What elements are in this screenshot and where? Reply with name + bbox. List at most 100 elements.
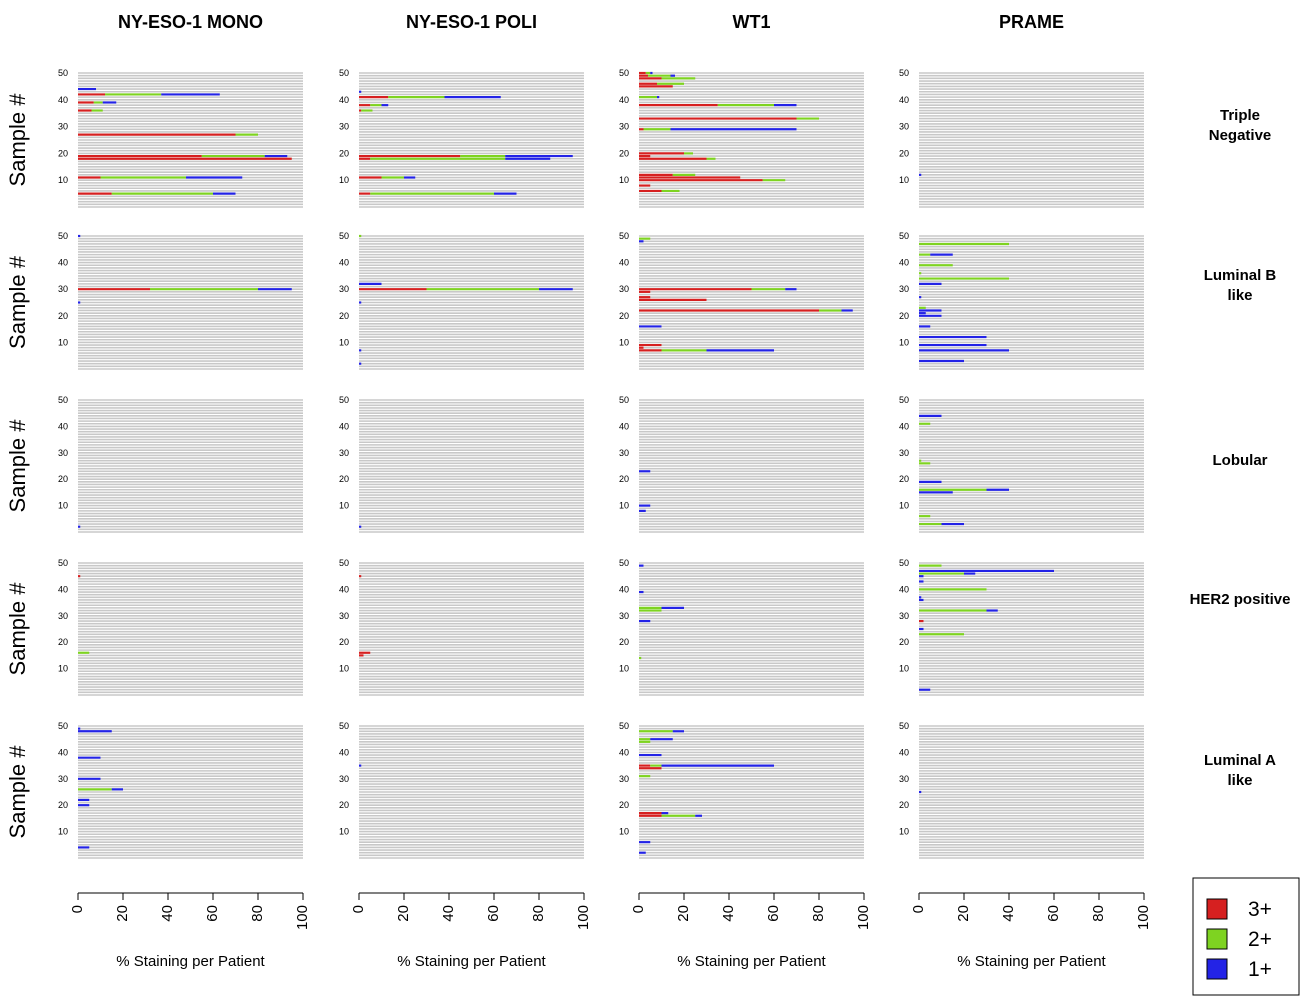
y-tick-label: 30	[58, 774, 68, 784]
y-tick-label: 30	[619, 611, 629, 621]
legend-swatch-1	[1206, 928, 1228, 950]
x-tick-label: 80	[1090, 905, 1107, 922]
row-label-4-0: Luminal A	[1204, 752, 1276, 769]
y-tick-label: 50	[619, 231, 629, 241]
y-tick-label: 30	[339, 611, 349, 621]
y-tick-label: 10	[58, 175, 68, 185]
y-tick-label: 20	[58, 311, 68, 321]
y-tick-label: 50	[58, 231, 68, 241]
y-tick-label: 10	[58, 337, 68, 347]
x-tick-label: 100	[294, 905, 311, 930]
y-tick-label: 40	[58, 258, 68, 268]
y-tick-label: 20	[339, 148, 349, 158]
y-tick-label: 20	[619, 800, 629, 810]
y-tick-label: 50	[339, 231, 349, 241]
y-tick-label: 40	[58, 421, 68, 431]
legend-swatch-2	[1206, 958, 1228, 980]
y-tick-label: 40	[619, 584, 629, 594]
y-tick-label: 50	[899, 68, 909, 78]
y-tick-label: 20	[339, 311, 349, 321]
y-tick-label: 40	[58, 584, 68, 594]
y-tick-label: 50	[619, 68, 629, 78]
y-tick-label: 50	[899, 395, 909, 405]
y-tick-label: 20	[339, 800, 349, 810]
y-tick-label: 10	[58, 827, 68, 837]
y-tick-label: 20	[339, 637, 349, 647]
y-tick-label: 30	[619, 284, 629, 294]
y-tick-label: 20	[619, 148, 629, 158]
y-tick-label: 40	[58, 95, 68, 105]
x-tick-label: 0	[350, 905, 367, 913]
legend-label-2: 1+	[1248, 958, 1272, 981]
y-tick-label: 20	[619, 311, 629, 321]
y-tick-label: 50	[58, 558, 68, 568]
x-tick-label: 60	[765, 905, 782, 922]
y-tick-label: 50	[899, 721, 909, 731]
x-tick-label: 40	[159, 905, 176, 922]
y-tick-label: 30	[899, 774, 909, 784]
y-axis-title-2: Sample #	[5, 419, 30, 513]
x-axis-title-1: % Staining per Patient	[397, 953, 546, 970]
y-tick-label: 40	[899, 95, 909, 105]
x-tick-label: 0	[910, 905, 927, 913]
x-tick-label: 20	[675, 905, 692, 922]
y-tick-label: 30	[899, 448, 909, 458]
row-label-1-1: like	[1227, 287, 1252, 304]
x-tick-label: 40	[1000, 905, 1017, 922]
x-tick-label: 60	[1045, 905, 1062, 922]
y-tick-label: 20	[619, 637, 629, 647]
y-tick-label: 50	[339, 721, 349, 731]
y-tick-label: 30	[899, 611, 909, 621]
legend-swatch-0	[1206, 898, 1228, 920]
y-tick-label: 10	[339, 501, 349, 511]
y-tick-label: 10	[899, 827, 909, 837]
y-tick-label: 40	[619, 747, 629, 757]
y-tick-label: 30	[58, 122, 68, 132]
y-tick-label: 10	[339, 337, 349, 347]
y-tick-label: 10	[619, 501, 629, 511]
row-label-0-0: Triple	[1220, 107, 1260, 124]
y-tick-label: 20	[58, 800, 68, 810]
row-label-4-1: like	[1227, 772, 1252, 789]
y-tick-label: 20	[899, 148, 909, 158]
x-tick-label: 80	[530, 905, 547, 922]
y-tick-label: 40	[339, 747, 349, 757]
y-tick-label: 50	[339, 395, 349, 405]
y-tick-label: 30	[899, 122, 909, 132]
y-tick-label: 10	[58, 501, 68, 511]
y-tick-label: 30	[619, 774, 629, 784]
y-tick-label: 50	[619, 395, 629, 405]
x-axis-title-3: % Staining per Patient	[957, 953, 1106, 970]
y-tick-label: 20	[58, 474, 68, 484]
y-tick-label: 40	[339, 258, 349, 268]
y-tick-label: 10	[899, 337, 909, 347]
y-tick-label: 50	[58, 68, 68, 78]
y-tick-label: 10	[619, 337, 629, 347]
x-tick-label: 100	[855, 905, 872, 930]
row-label-0-1: Negative	[1209, 127, 1272, 144]
y-tick-label: 20	[899, 800, 909, 810]
y-tick-label: 10	[899, 501, 909, 511]
y-tick-label: 40	[339, 421, 349, 431]
y-tick-label: 40	[899, 747, 909, 757]
x-tick-label: 40	[720, 905, 737, 922]
y-tick-label: 30	[339, 448, 349, 458]
y-tick-label: 20	[58, 148, 68, 158]
row-label-2-0: Lobular	[1213, 452, 1268, 469]
y-tick-label: 30	[58, 448, 68, 458]
y-tick-label: 40	[619, 95, 629, 105]
y-tick-label: 50	[58, 395, 68, 405]
y-tick-label: 20	[339, 474, 349, 484]
y-tick-label: 40	[899, 258, 909, 268]
row-label-3-0: HER2 positive	[1190, 591, 1291, 608]
y-tick-label: 10	[339, 664, 349, 674]
legend-label-1: 2+	[1248, 928, 1272, 951]
column-title-1: NY-ESO-1 POLI	[406, 12, 537, 32]
column-title-0: NY-ESO-1 MONO	[118, 12, 263, 32]
x-tick-label: 100	[1135, 905, 1152, 930]
y-axis-title-4: Sample #	[5, 745, 30, 839]
y-tick-label: 50	[619, 558, 629, 568]
y-tick-label: 30	[339, 774, 349, 784]
x-tick-label: 80	[249, 905, 266, 922]
